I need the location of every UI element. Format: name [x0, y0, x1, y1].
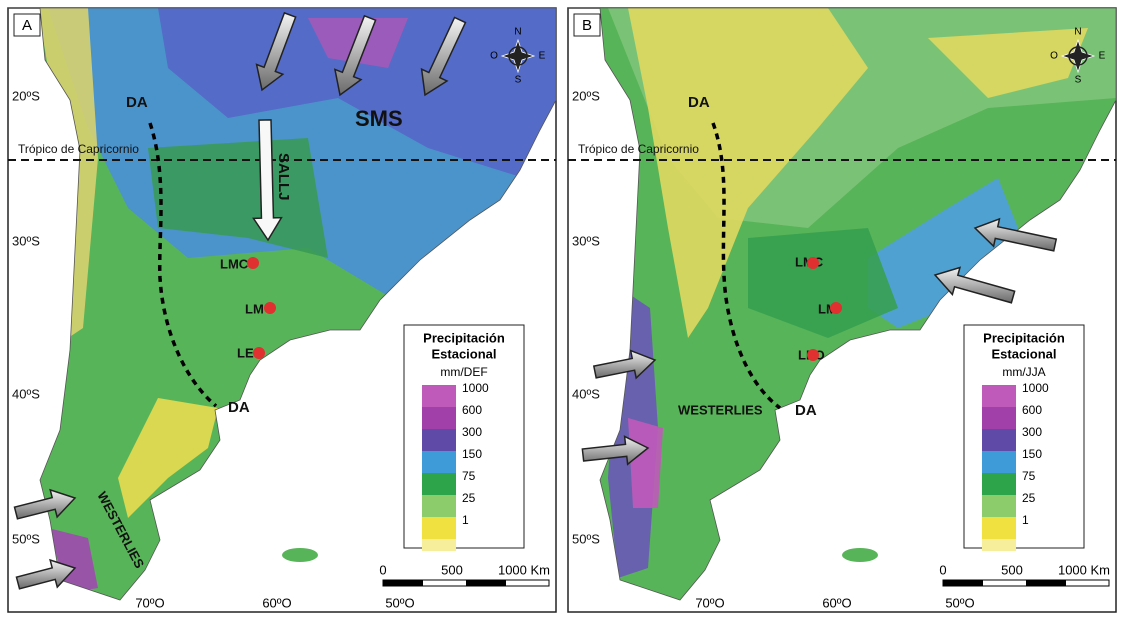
site-dot	[830, 302, 842, 314]
legend-level: 300	[1022, 425, 1042, 439]
compass-letter: S	[515, 75, 522, 86]
legend-swatch	[982, 495, 1016, 517]
place-label: LMC	[220, 256, 249, 271]
latitude-label: 30ºS	[572, 233, 600, 248]
place-label: DA	[126, 94, 148, 111]
place-label: DA	[228, 399, 250, 416]
falklands	[842, 548, 878, 562]
place-label: WESTERLIES	[678, 402, 763, 417]
legend-swatch	[982, 429, 1016, 451]
legend-unit: mm/DEF	[440, 365, 487, 379]
falklands	[282, 548, 318, 562]
legend-title: Precipitación	[983, 330, 1065, 345]
site-dot	[253, 347, 265, 359]
precip-zone	[628, 418, 663, 508]
legend-title: Estacional	[431, 346, 496, 361]
legend-swatch	[422, 451, 456, 473]
latitude-label: 40ºS	[12, 386, 40, 401]
legend-level: 600	[1022, 403, 1042, 417]
tropic-label: Trópico de Capricornio	[578, 142, 699, 156]
latitude-label: 40ºS	[572, 386, 600, 401]
compass-letter: O	[1050, 51, 1058, 62]
legend-level: 25	[1022, 491, 1036, 505]
map-panel: Trópico de Capricornio A 20ºS 30ºS 40ºS 50ºS 7…	[8, 8, 556, 612]
legend-level: 1000	[462, 381, 489, 395]
compass-letter: O	[490, 51, 498, 62]
scale-bar-segment	[943, 580, 983, 586]
place-label: LM	[245, 301, 264, 316]
panel-label: A	[22, 17, 32, 34]
scale-label: 0	[939, 562, 946, 577]
latitude-label: 20ºS	[12, 88, 40, 103]
legend-swatch	[982, 407, 1016, 429]
scale-label: 1000 Km	[1058, 562, 1110, 577]
legend-swatch	[982, 517, 1016, 539]
compass-letter: N	[514, 27, 521, 38]
legend-swatch	[422, 517, 456, 539]
site-dot	[807, 349, 819, 361]
legend-level: 150	[462, 447, 482, 461]
longitude-label: 50ºO	[945, 595, 974, 610]
place-label: DA	[688, 94, 710, 111]
latitude-label: 20ºS	[572, 88, 600, 103]
scale-label: 500	[1001, 562, 1023, 577]
site-dot	[807, 257, 819, 269]
legend-swatch	[422, 407, 456, 429]
legend-title: Estacional	[991, 346, 1056, 361]
site-dot	[264, 302, 276, 314]
compass-letter: S	[1075, 75, 1082, 86]
scale-bar-segment	[1026, 580, 1066, 586]
legend-level: 150	[1022, 447, 1042, 461]
legend-level: 25	[462, 491, 476, 505]
longitude-label: 70ºO	[695, 595, 724, 610]
compass-letter: N	[1074, 27, 1081, 38]
legend-swatch	[982, 451, 1016, 473]
place-label: DA	[795, 402, 817, 419]
latitude-label: 50ºS	[12, 531, 40, 546]
legend-swatch	[982, 539, 1016, 551]
panel-label: B	[582, 17, 592, 34]
legend-swatch	[422, 385, 456, 407]
legend-swatch	[982, 473, 1016, 495]
place-label: SALLJ	[275, 153, 292, 201]
longitude-label: 60ºO	[822, 595, 851, 610]
scale-bar-segment	[383, 580, 423, 586]
longitude-label: 70ºO	[135, 595, 164, 610]
legend-swatch	[422, 495, 456, 517]
tropic-label: Trópico de Capricornio	[18, 142, 139, 156]
latitude-label: 50ºS	[572, 531, 600, 546]
legend-title: Precipitación	[423, 330, 505, 345]
legend-level: 75	[462, 469, 476, 483]
legend-unit: mm/JJA	[1002, 365, 1045, 379]
longitude-label: 50ºO	[385, 595, 414, 610]
legend-swatch	[422, 473, 456, 495]
legend-swatch	[982, 385, 1016, 407]
legend-level: 1000	[1022, 381, 1049, 395]
legend-level: 300	[462, 425, 482, 439]
latitude-label: 30ºS	[12, 233, 40, 248]
scale-label: 500	[441, 562, 463, 577]
legend-level: 1	[462, 513, 469, 527]
legend-swatch	[422, 539, 456, 551]
legend-level: 1	[1022, 513, 1029, 527]
compass-letter: E	[539, 51, 546, 62]
site-dot	[247, 257, 259, 269]
scale-bar-segment	[466, 580, 506, 586]
longitude-label: 60ºO	[262, 595, 291, 610]
compass-letter: E	[1099, 51, 1106, 62]
legend-swatch	[422, 429, 456, 451]
scale-label: 1000 Km	[498, 562, 550, 577]
legend-level: 600	[462, 403, 482, 417]
place-label: SMS	[355, 106, 403, 131]
legend-level: 75	[1022, 469, 1036, 483]
figure: Trópico de Capricornio A 20ºS 30ºS 40ºS 50ºS 7…	[0, 0, 1121, 617]
map-panel: Trópico de Capricornio B 20ºS 30ºS 40ºS 50ºS 7…	[568, 8, 1116, 612]
scale-label: 0	[379, 562, 386, 577]
